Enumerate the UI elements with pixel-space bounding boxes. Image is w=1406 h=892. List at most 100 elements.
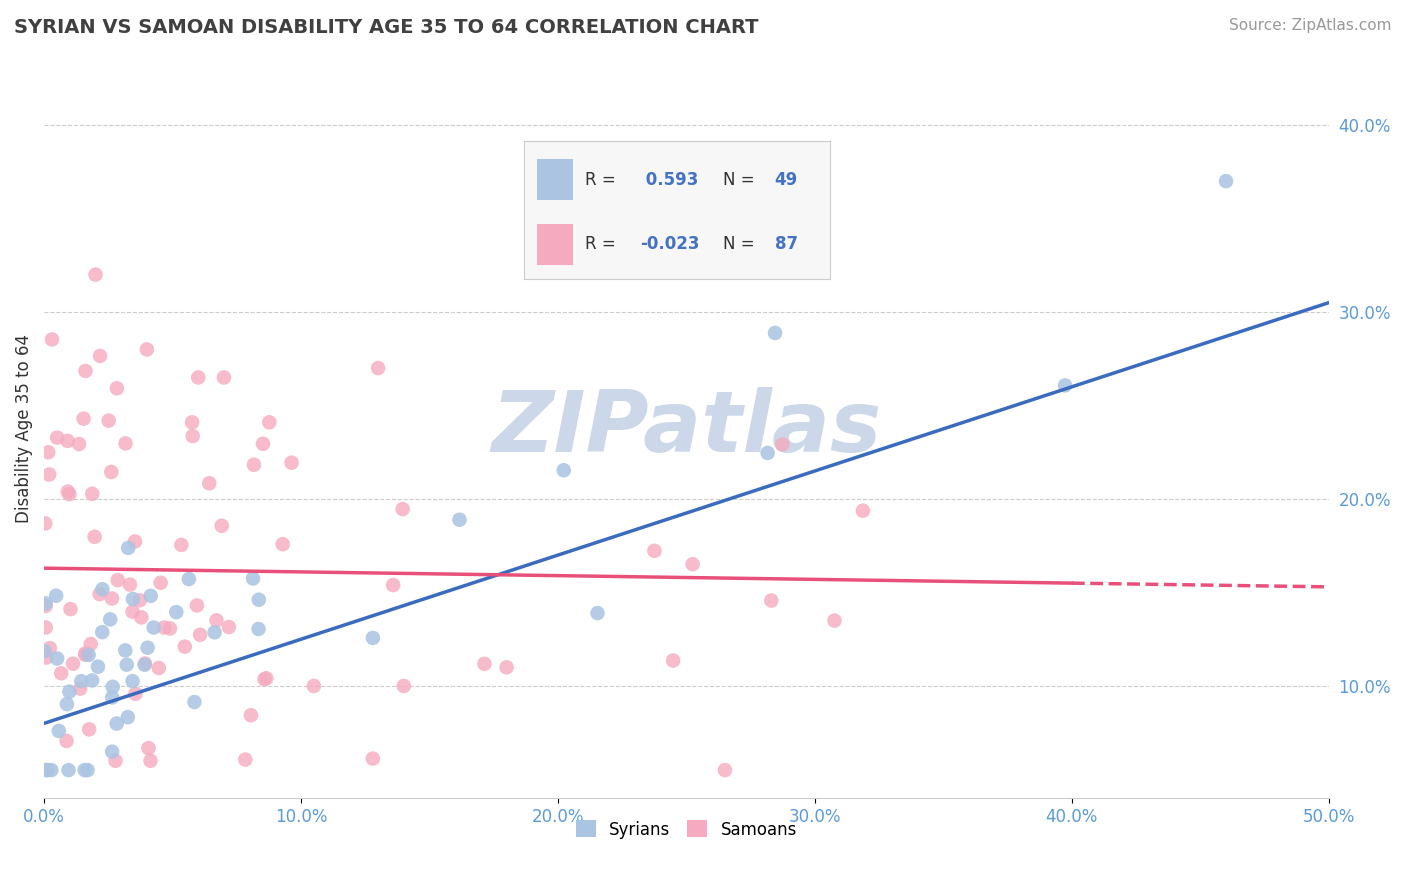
Point — [73, 763, 96, 777]
Point — [122, 592, 145, 607]
Point — [75, 646, 97, 660]
Text: Source: ZipAtlas.com: Source: ZipAtlas.com — [1229, 18, 1392, 33]
Point — [48, 723, 70, 738]
Point — [124, 687, 146, 701]
Point — [34, 644, 56, 658]
Point — [69, 681, 91, 696]
Point — [77, 723, 100, 737]
Point — [70, 674, 93, 689]
Point — [131, 610, 153, 624]
Point — [247, 622, 270, 636]
Text: 0.593: 0.593 — [640, 171, 699, 189]
Point — [118, 577, 141, 591]
Point — [35, 763, 58, 777]
Point — [100, 465, 122, 479]
Point — [761, 593, 783, 607]
Point — [138, 741, 160, 756]
Point — [84, 268, 107, 282]
Point — [756, 446, 779, 460]
Point — [41, 333, 63, 347]
Point — [75, 648, 97, 662]
Point — [45, 589, 67, 603]
Point — [91, 625, 114, 640]
Point — [302, 679, 325, 693]
Point — [165, 605, 187, 619]
Point — [58, 487, 80, 501]
Point — [254, 671, 277, 685]
Point — [392, 679, 415, 693]
Text: 87: 87 — [775, 235, 797, 253]
Point — [134, 657, 156, 672]
Point — [117, 541, 139, 555]
Bar — [537, 160, 574, 201]
Point — [101, 690, 124, 705]
Point — [205, 613, 228, 627]
Point — [115, 657, 138, 672]
Point — [183, 695, 205, 709]
Point — [101, 680, 124, 694]
Point — [233, 753, 256, 767]
Point — [83, 530, 105, 544]
Point — [76, 763, 98, 777]
Point — [474, 657, 496, 671]
Point — [91, 582, 114, 597]
Point — [58, 763, 80, 777]
Point — [239, 708, 262, 723]
Point — [101, 745, 124, 759]
Text: R =: R = — [585, 235, 616, 253]
Point — [87, 659, 110, 673]
Point — [35, 596, 58, 610]
Point — [181, 429, 204, 443]
Point — [824, 614, 846, 628]
Point — [367, 361, 389, 376]
Point — [38, 467, 60, 482]
Point — [149, 575, 172, 590]
Point — [142, 620, 165, 634]
Point — [77, 648, 100, 662]
Bar — [537, 224, 574, 265]
Point — [391, 502, 413, 516]
Point — [82, 673, 104, 688]
Point — [382, 578, 405, 592]
Point — [852, 504, 875, 518]
Point — [170, 538, 193, 552]
Point — [37, 763, 59, 777]
Point — [271, 537, 294, 551]
Point — [243, 458, 266, 472]
Point — [181, 415, 204, 429]
Point — [89, 349, 111, 363]
Point — [34, 516, 56, 531]
Point — [495, 660, 517, 674]
Point — [56, 434, 79, 448]
Point — [770, 437, 793, 451]
Point — [361, 751, 384, 765]
Point — [51, 666, 73, 681]
Point — [662, 653, 685, 667]
Point — [128, 593, 150, 607]
Point — [114, 436, 136, 450]
Point — [714, 763, 737, 777]
Point — [173, 640, 195, 654]
Point — [218, 620, 240, 634]
Point — [67, 437, 90, 451]
Point — [211, 518, 233, 533]
Point — [37, 445, 59, 459]
Point — [643, 544, 665, 558]
Point — [280, 456, 302, 470]
Point — [361, 631, 384, 645]
Point — [75, 364, 97, 378]
Point — [682, 558, 704, 572]
Point — [97, 414, 120, 428]
Point — [104, 754, 127, 768]
Point — [121, 674, 143, 689]
Text: N =: N = — [723, 171, 755, 189]
Point — [187, 370, 209, 384]
Text: R =: R = — [585, 171, 616, 189]
Point — [763, 326, 786, 340]
Point — [177, 572, 200, 586]
Point — [159, 622, 181, 636]
Point — [72, 411, 94, 425]
Point — [449, 513, 471, 527]
Point — [105, 381, 128, 395]
Point — [553, 463, 575, 477]
